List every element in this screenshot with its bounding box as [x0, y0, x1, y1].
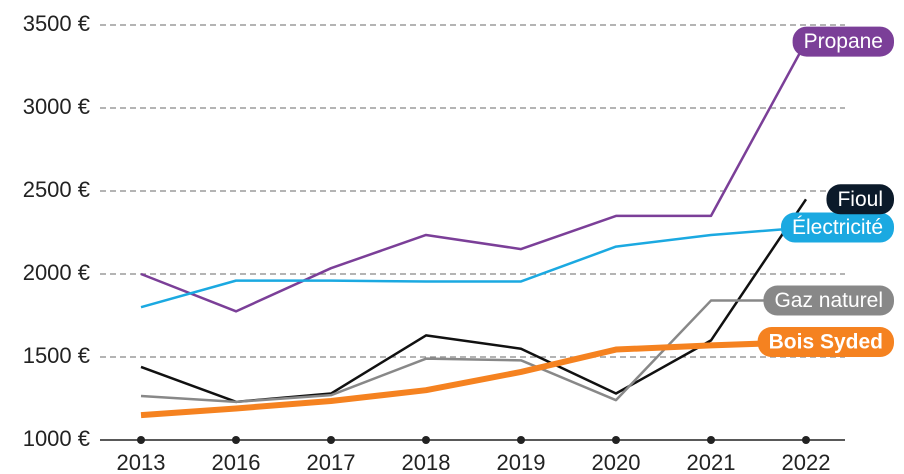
- line: [140, 198, 808, 404]
- x-tick-label: 2016: [212, 450, 261, 474]
- x-tick-label: 2021: [687, 450, 736, 474]
- x-tick-label: 2013: [117, 450, 166, 474]
- y-tick-label: 3000 €: [23, 94, 90, 119]
- y-tick-label: 1000 €: [23, 426, 90, 451]
- legend-label-bg: [780, 212, 894, 243]
- legend-label: Fioul: [837, 188, 883, 211]
- x-tick-label: 2017: [307, 450, 356, 474]
- legend-label-bg: [757, 327, 894, 358]
- legend-label: Gaz naturel: [774, 289, 883, 312]
- x-tick-label: 2018: [402, 450, 451, 474]
- line: [140, 339, 807, 419]
- y-tick-label: 1500 €: [23, 343, 90, 368]
- legend-label-bg: [826, 184, 894, 215]
- x-tick-dot: [707, 436, 715, 444]
- line: [140, 299, 806, 404]
- x-tick-dot: [232, 436, 240, 444]
- x-tick-dot: [422, 436, 430, 444]
- x-tick-dot: [137, 436, 145, 444]
- legend-label-bg: [792, 26, 894, 57]
- x-tick-dot: [612, 436, 620, 444]
- y-tick-label: 3500 €: [23, 11, 90, 36]
- x-tick-label: 2022: [782, 450, 831, 474]
- y-tick-label: 2500 €: [23, 177, 90, 202]
- x-tick-label: 2020: [592, 450, 641, 474]
- line: [140, 41, 808, 313]
- y-tick-label: 2000 €: [23, 260, 90, 285]
- legend-label-bg: [763, 285, 894, 316]
- legend-label: Bois Syded: [769, 331, 883, 354]
- line: [140, 226, 807, 309]
- x-tick-dot: [327, 436, 335, 444]
- x-tick-label: 2019: [497, 450, 546, 474]
- x-tick-dot: [802, 436, 810, 444]
- x-tick-dot: [517, 436, 525, 444]
- legend-label: Électricité: [792, 216, 883, 239]
- legend-label: Propane: [804, 30, 883, 53]
